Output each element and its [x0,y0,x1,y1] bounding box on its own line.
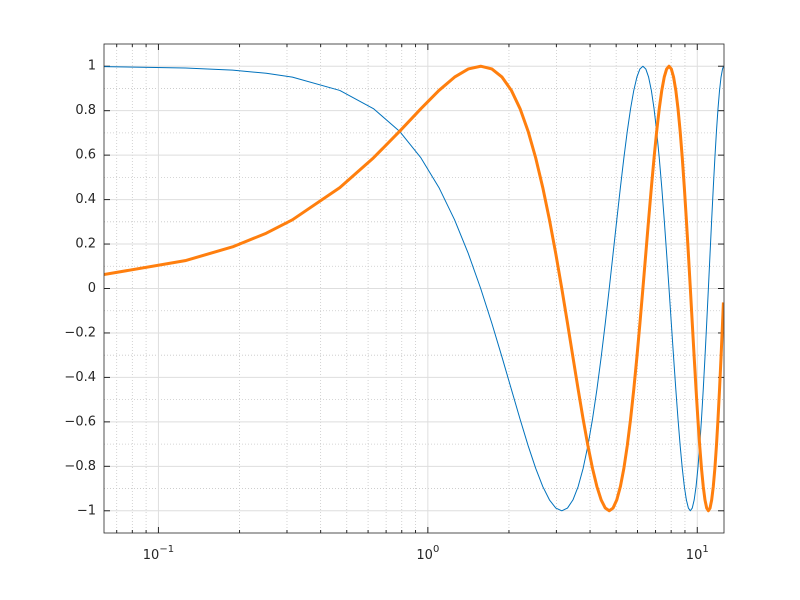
y-tick-label: 0.2 [75,237,96,252]
line-series [104,65,724,512]
y-tick-label: −1 [77,503,96,518]
x-tick-exponent: 0 [433,544,439,555]
y-tick-label: 0.4 [75,192,96,207]
y-tick-label: −0.8 [64,459,96,474]
x-tick-base: 10 [143,548,160,563]
x-tick-label: 10−1 [143,544,174,563]
y-tick-label: −0.2 [64,325,96,340]
axes-box [103,43,725,534]
y-tick-label: 0 [88,281,96,296]
y-tick-label: −0.4 [64,370,96,385]
x-tick-base: 10 [686,548,703,563]
y-tick-label: 1 [88,59,96,74]
y-tick-label: −0.6 [64,414,96,429]
y-tick-label: 0.8 [75,103,96,118]
x-tick-base: 10 [416,548,433,563]
x-tick-label: 100 [416,544,439,563]
x-tick-exponent: 1 [702,544,708,555]
x-tick-label: 101 [686,544,709,563]
x-tick-exponent: −1 [159,544,174,555]
y-tick-label: 0.6 [75,148,96,163]
line-series [104,64,724,513]
